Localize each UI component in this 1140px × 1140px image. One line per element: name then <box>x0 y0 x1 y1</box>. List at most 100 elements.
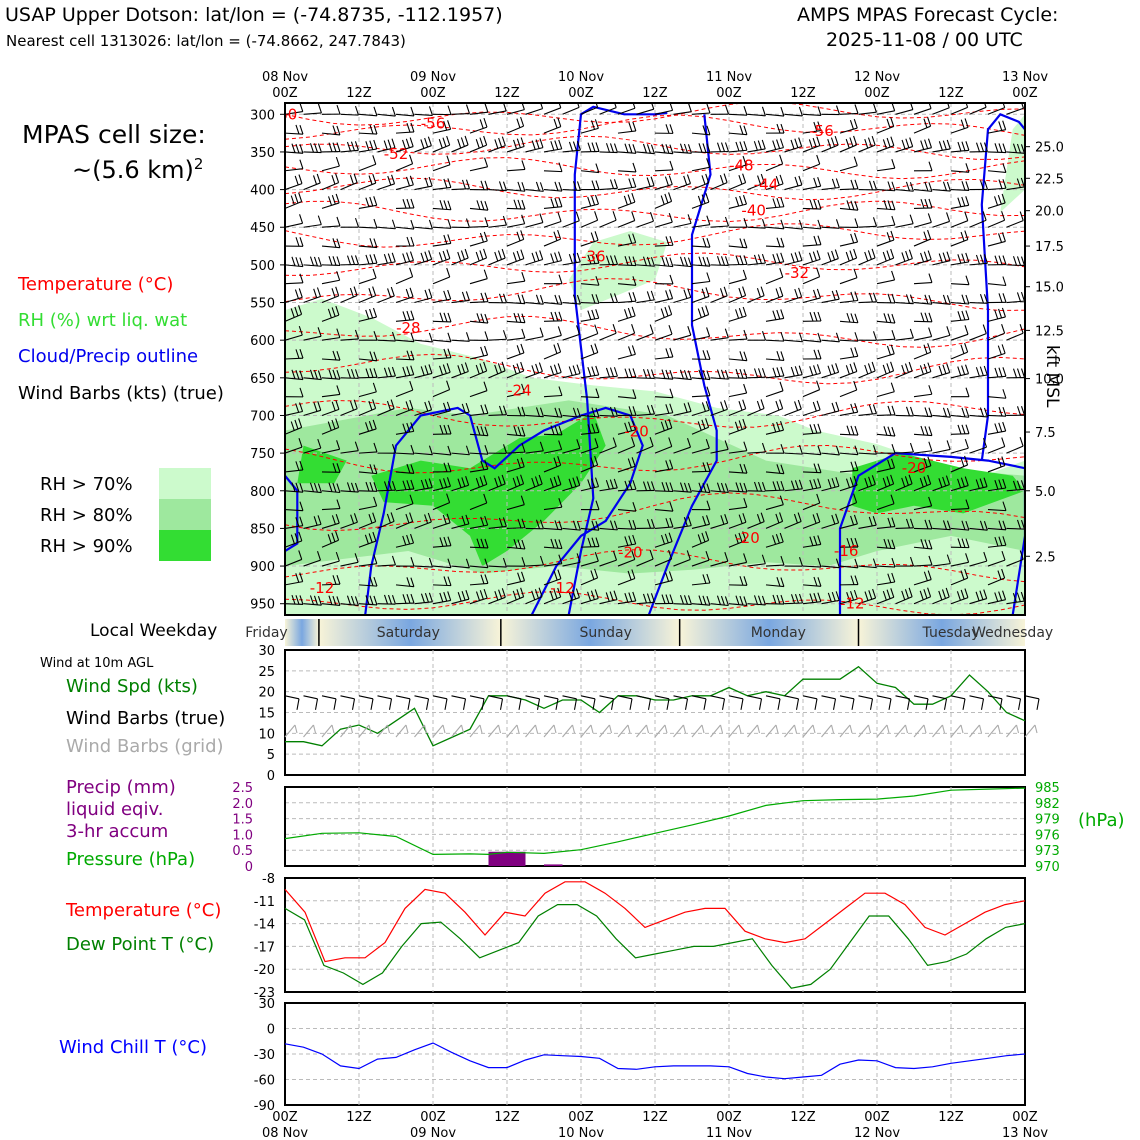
wind-barb-flag <box>1020 591 1025 602</box>
pressure-tick-label: 950 <box>250 598 275 613</box>
wind-barb-flag <box>864 591 869 601</box>
temperature-contour <box>285 444 1025 474</box>
wind-barb <box>469 320 488 324</box>
wind-barb-grid-flag <box>460 724 465 734</box>
wind-barb-flag <box>705 551 710 561</box>
wind-barb-flag <box>957 538 962 548</box>
wind-barb-flag <box>1020 406 1025 416</box>
wind-barb-flag <box>446 363 451 373</box>
wind-barb-flag <box>328 142 333 152</box>
wind-barb-flag <box>439 592 444 603</box>
wind-barb <box>506 168 525 172</box>
wind-barb-flag <box>290 421 295 431</box>
wind-barb <box>654 298 673 304</box>
wind-barb <box>395 389 413 398</box>
wind-barb <box>821 410 840 417</box>
wind-barb-flag <box>779 381 784 391</box>
wind-barb-flag <box>816 380 821 390</box>
wind-barb-flag <box>908 361 913 372</box>
wind-barb <box>858 257 876 266</box>
wind-barb-flag <box>294 419 299 430</box>
wind-barb-flag <box>501 248 506 259</box>
wind-barb <box>728 408 746 416</box>
wind-barb-flag <box>739 141 744 151</box>
wind-barb-flag <box>702 516 707 526</box>
wind-barb <box>839 320 858 324</box>
wind-barb-grid-flag <box>719 724 724 734</box>
wind-barb-flag <box>720 515 725 525</box>
wind-barb <box>321 132 340 136</box>
wind-barb-flag <box>501 588 506 598</box>
wind-barb-flag <box>447 445 452 456</box>
wind-barb-flag <box>687 326 692 336</box>
wind-barb <box>673 111 692 115</box>
wind-barb <box>285 558 302 567</box>
wind-barb-flag <box>957 254 962 264</box>
wind-barb <box>285 282 304 285</box>
wind-barb <box>303 224 322 228</box>
wind-barb-flag <box>373 254 378 264</box>
legend-rh80: RH > 80% <box>40 505 133 526</box>
wind-barb-flag <box>446 380 451 390</box>
wind-barb-flag <box>295 573 300 583</box>
wind-barb-flag <box>531 365 536 375</box>
wind-barb-flag <box>317 370 322 380</box>
wind-barb-flag <box>309 369 314 379</box>
wind-barb-flag <box>998 591 1003 601</box>
wind-barb-flag <box>1032 594 1035 603</box>
wind-barb <box>432 599 451 605</box>
wind-barb-flag <box>846 537 851 548</box>
wind-barb <box>728 377 748 379</box>
wind-barb <box>303 151 322 154</box>
wind-barb-true-flag <box>814 698 818 710</box>
wind-barb-flag <box>335 400 340 410</box>
wind-barb-flag <box>309 482 314 492</box>
wind-barb-flag <box>779 286 784 297</box>
wind-barb <box>636 601 655 605</box>
wind-barb-flag <box>683 175 688 186</box>
title-left: USAP Upper Dotson: lat/lon = (-74.8735, … <box>5 4 503 26</box>
wind-barb-flag <box>776 421 781 432</box>
wind-tick-label: 15 <box>258 707 275 722</box>
wind-barb <box>321 377 340 380</box>
wind-barb-flag <box>591 180 596 190</box>
wind-barb <box>636 445 654 454</box>
wind-barb <box>506 546 525 550</box>
wind-barb <box>451 112 470 115</box>
wind-barb-flag <box>405 176 411 187</box>
wind-barb-flag <box>498 293 504 303</box>
wind-barb-flag <box>813 235 818 246</box>
wind-barb-flag <box>354 105 360 116</box>
wind-barb-flag <box>476 425 481 436</box>
wind-barb <box>784 602 803 605</box>
wind-barb-flag <box>550 311 555 322</box>
wind-barb-flag <box>364 534 369 544</box>
wind-barb-true <box>858 695 873 700</box>
wind-barb-flag <box>386 513 391 524</box>
wind-barb-grid-flag <box>886 724 890 734</box>
wind-barb <box>821 186 840 191</box>
top-hour-label: 00Z <box>272 86 298 101</box>
wind-barb-flag <box>886 137 891 148</box>
wind-barb <box>395 163 413 172</box>
wind-barb-flag <box>850 515 855 526</box>
wind-barb-flag <box>994 423 999 433</box>
wind-barb-flag <box>538 587 543 597</box>
wind-barb-flag <box>313 516 318 526</box>
wind-barb-flag <box>998 422 1003 432</box>
wind-barb-flag <box>354 482 359 493</box>
weekday-segment <box>318 619 501 646</box>
wind-barb-flag <box>702 143 707 153</box>
wind-barb-grid-flag <box>312 724 317 734</box>
wind-barb <box>913 414 932 418</box>
top-hour-label: 00Z <box>1012 86 1038 101</box>
wind-barb-flag <box>661 143 666 154</box>
wind-barb <box>543 301 562 305</box>
wind-barb <box>654 579 673 586</box>
wind-barb-flag <box>919 477 924 488</box>
wind-barb <box>414 185 433 191</box>
wind-barb <box>950 204 969 209</box>
wind-barb-flag <box>446 401 451 412</box>
wind-barb <box>414 565 433 568</box>
kft-tick-label: 17.5 <box>1035 240 1064 255</box>
